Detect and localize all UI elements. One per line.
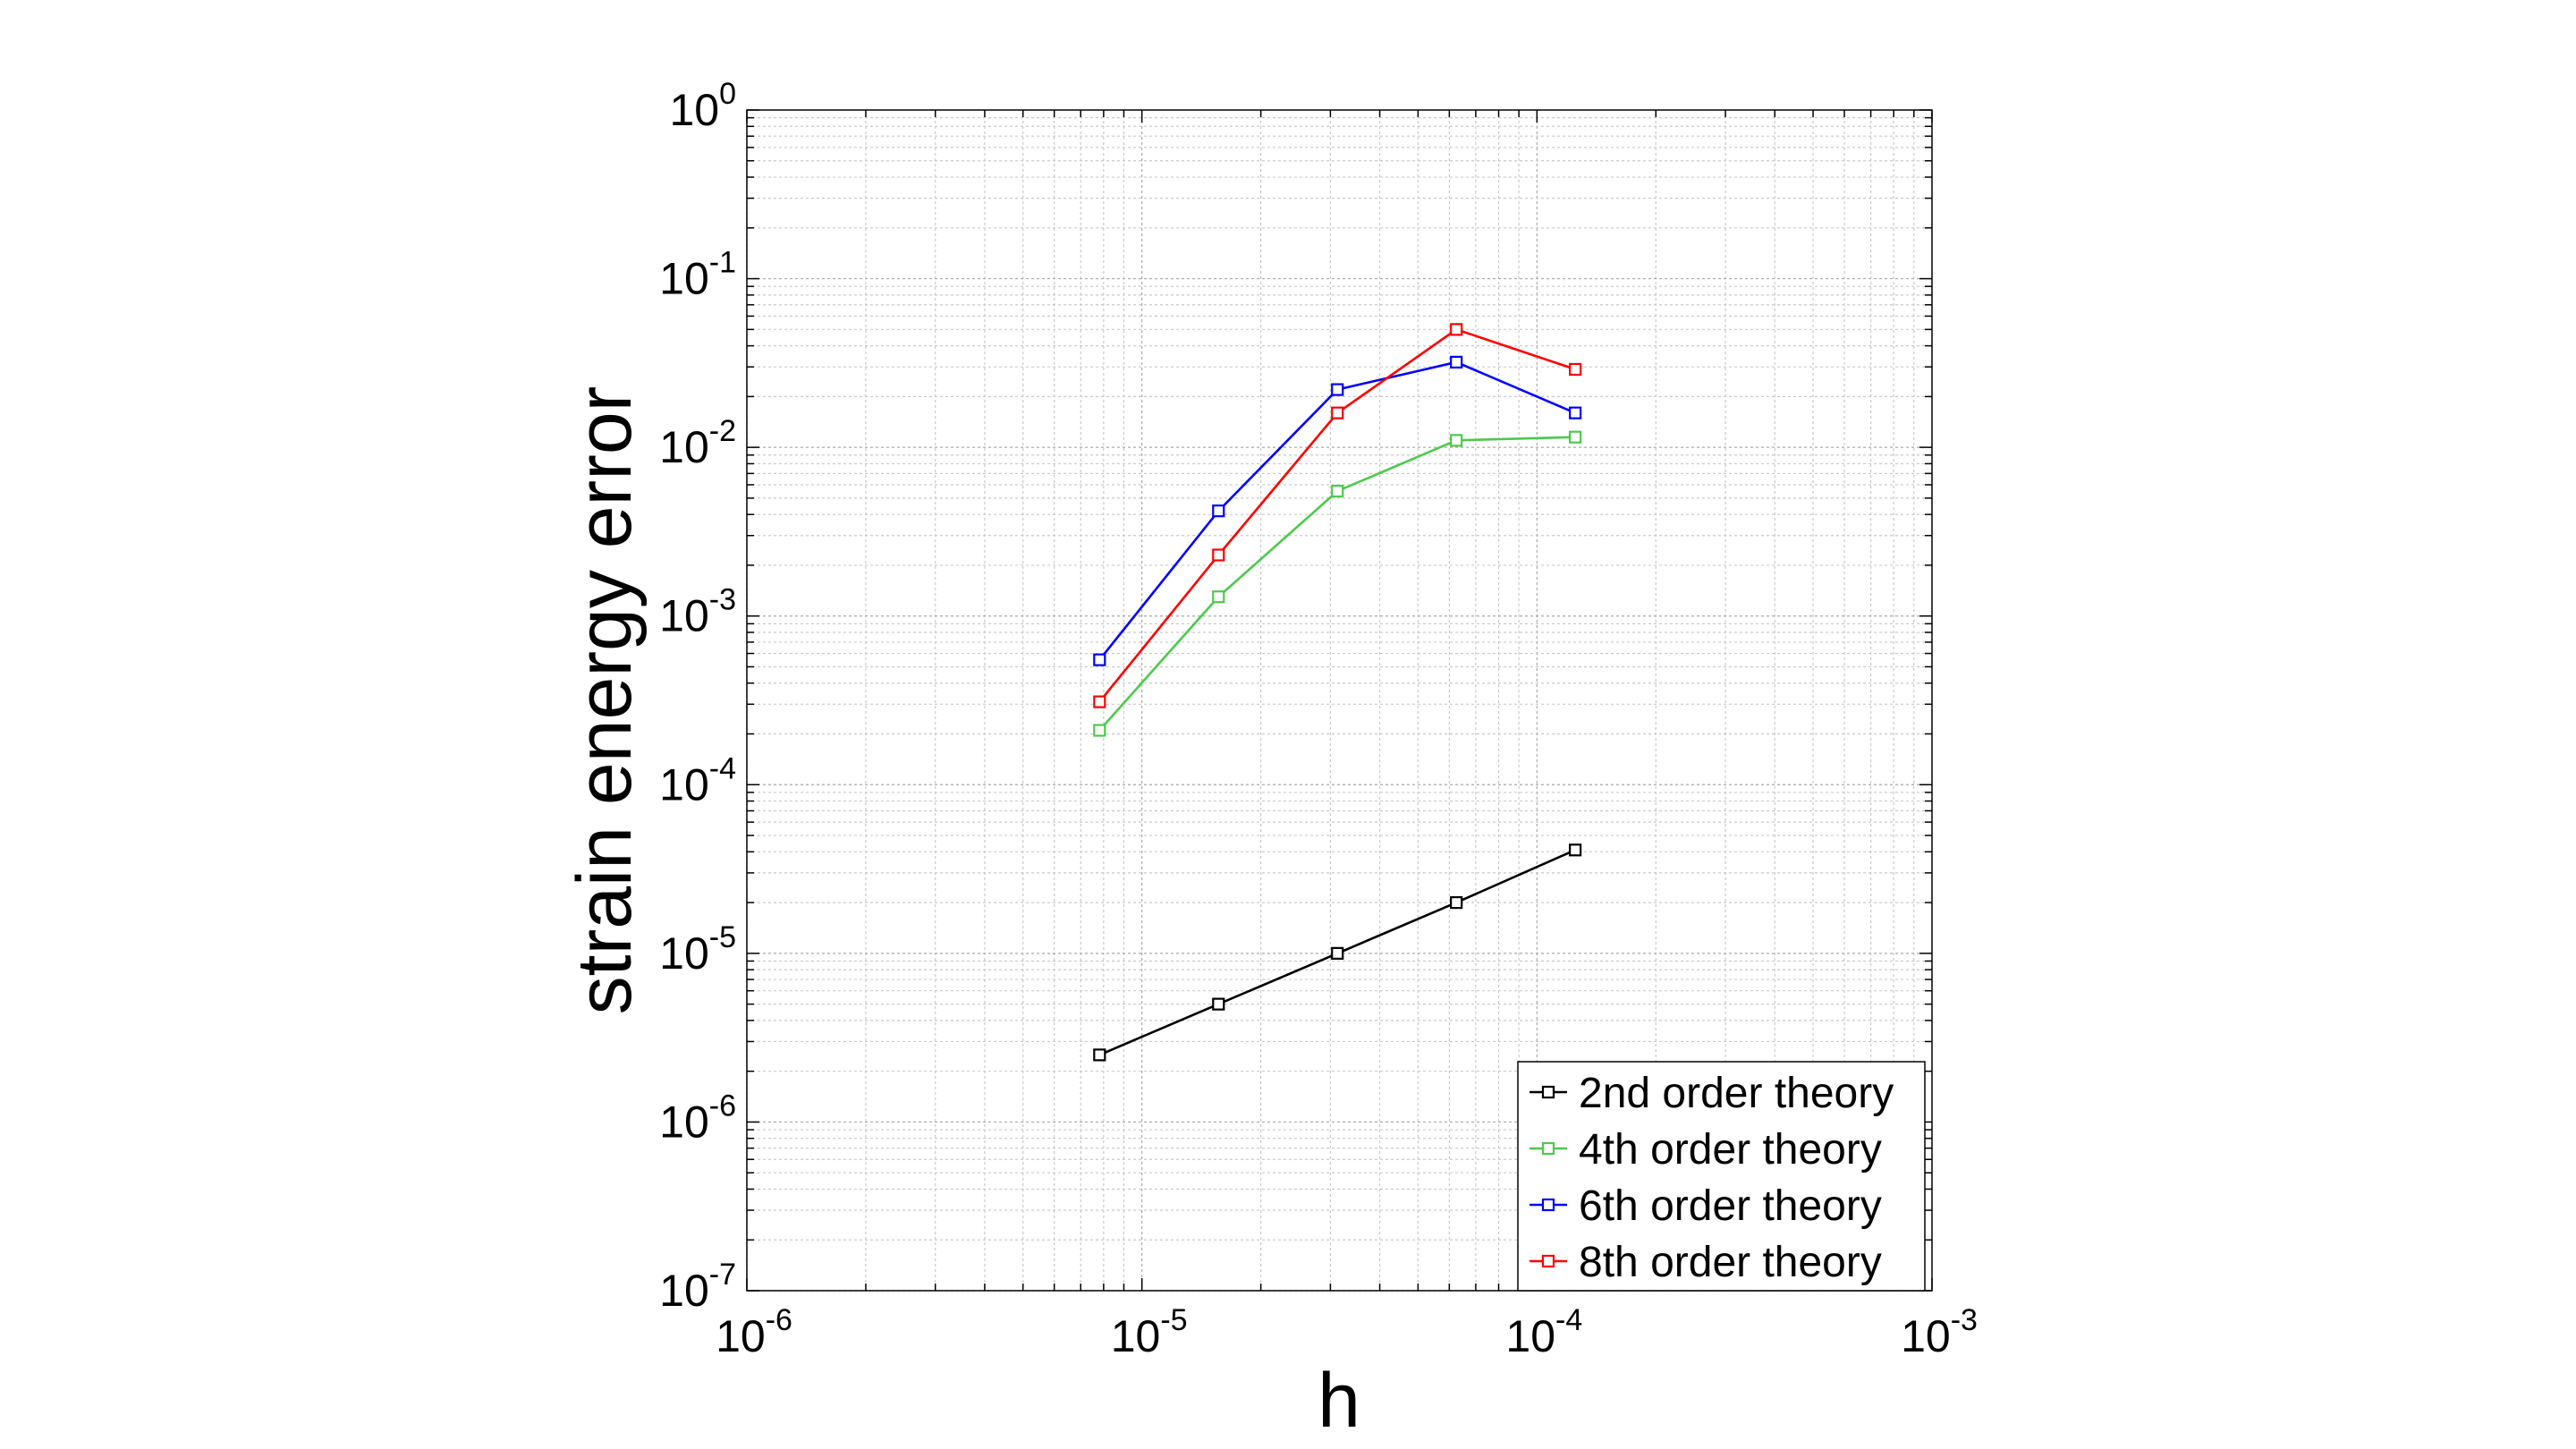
data-point-marker <box>1093 724 1106 737</box>
legend-marker <box>1541 1141 1555 1156</box>
data-point-marker <box>1331 946 1344 960</box>
x-axis-ticks: 10-6 10-5 10-4 10-3 <box>716 110 1978 1361</box>
y-axis-ticks: 10-7 10-6 10-5 10-4 10-3 10-2 10-1 100 <box>659 77 1932 1316</box>
legend-label: 2nd order theory <box>1579 1070 1894 1117</box>
data-point-marker <box>1212 548 1225 562</box>
data-point-marker <box>1212 590 1225 604</box>
y-tick-label: 10-6 <box>659 1089 736 1147</box>
data-point-marker <box>1093 1048 1106 1062</box>
data-point-marker <box>1450 895 1463 910</box>
y-tick-label: 10-4 <box>659 751 736 809</box>
legend-entry: 8th order theory <box>1530 1239 1882 1286</box>
series-2nd <box>1093 843 1582 1062</box>
series-4th <box>1093 430 1582 737</box>
legend-label: 8th order theory <box>1579 1239 1882 1286</box>
y-tick-label: 10-7 <box>659 1258 736 1316</box>
legend-label: 4th order theory <box>1579 1126 1882 1174</box>
x-tick-label: 10-5 <box>1111 1303 1188 1361</box>
data-point-marker <box>1450 355 1463 369</box>
y-tick-label: 10-3 <box>659 583 736 641</box>
data-point-marker <box>1569 843 1582 857</box>
series-layer <box>1093 323 1582 1062</box>
legend-box <box>1517 1061 1926 1292</box>
y-tick-label: 100 <box>669 77 736 135</box>
y-axis-label: strain energy error <box>562 386 648 1015</box>
legend-marker <box>1541 1198 1555 1212</box>
y-tick-label: 10-1 <box>659 246 736 304</box>
y-tick-label: 10-5 <box>659 920 736 979</box>
legend-marker <box>1541 1254 1555 1268</box>
x-tick-label: 10-6 <box>716 1303 792 1361</box>
data-point-marker <box>1569 362 1582 377</box>
x-tick-label: 10-3 <box>1901 1303 1978 1361</box>
data-point-marker <box>1212 504 1225 518</box>
data-point-marker <box>1569 430 1582 444</box>
legend-label: 6th order theory <box>1579 1182 1882 1230</box>
data-point-marker <box>1450 434 1463 447</box>
x-tick-label: 10-4 <box>1505 1303 1582 1361</box>
data-point-marker <box>1331 485 1344 498</box>
x-axis-label: h <box>1318 1358 1360 1444</box>
legend-entry: 4th order theory <box>1530 1126 1882 1174</box>
data-point-marker <box>1569 406 1582 419</box>
data-point-marker <box>1450 323 1463 336</box>
data-point-marker <box>1093 695 1106 708</box>
plot-frame <box>746 109 1933 1292</box>
series-6th <box>1093 355 1582 666</box>
y-tick-label: 10-2 <box>659 414 736 472</box>
data-point-marker <box>1331 406 1344 419</box>
data-point-marker <box>1331 383 1344 396</box>
legend: 2nd order theory 4th order theory 6th orde… <box>1517 1061 1926 1292</box>
legend-entry: 6th order theory <box>1530 1182 1882 1230</box>
legend-entry: 2nd order theory <box>1530 1070 1894 1117</box>
data-point-marker <box>1212 997 1225 1011</box>
legend-marker <box>1541 1085 1555 1099</box>
data-point-marker <box>1093 653 1106 666</box>
series-8th <box>1093 323 1582 708</box>
